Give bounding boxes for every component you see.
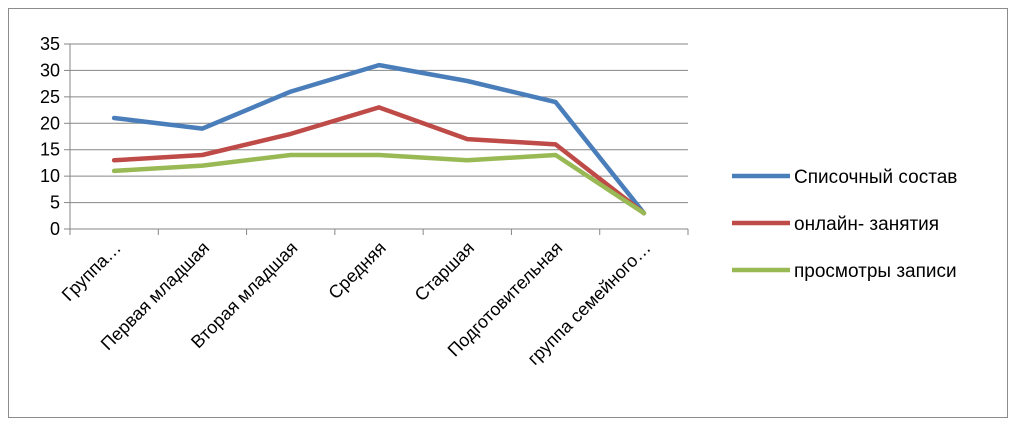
- y-tick-label: 30: [40, 60, 60, 80]
- y-tick-label: 15: [40, 140, 60, 160]
- legend-label: Списочный состав: [794, 167, 957, 188]
- axes: [69, 44, 688, 230]
- chart-frame: [8, 8, 1008, 418]
- y-tick-label: 35: [40, 34, 60, 54]
- series-line-3: [111, 152, 647, 216]
- series-lines: [111, 62, 647, 216]
- y-tick-label: 10: [40, 166, 60, 186]
- y-tick-label: 5: [50, 193, 60, 213]
- x-tick-label: Средняя: [324, 238, 389, 303]
- legend-label: онлайн- занятия: [794, 214, 939, 235]
- series-line-1: [111, 62, 647, 216]
- y-tick-label: 0: [50, 219, 60, 239]
- y-tick-label: 25: [40, 87, 60, 107]
- y-tick-label: 20: [40, 113, 60, 133]
- y-axis-ticks: 0 5 10 15 20 25 30 35: [40, 34, 70, 239]
- x-tick-label: Группа…: [58, 238, 125, 305]
- x-tick-label: Старшая: [411, 238, 478, 305]
- legend: Списочный состав онлайн- занятия просмотры…: [732, 167, 957, 282]
- legend-label: просмотры записи: [794, 261, 957, 282]
